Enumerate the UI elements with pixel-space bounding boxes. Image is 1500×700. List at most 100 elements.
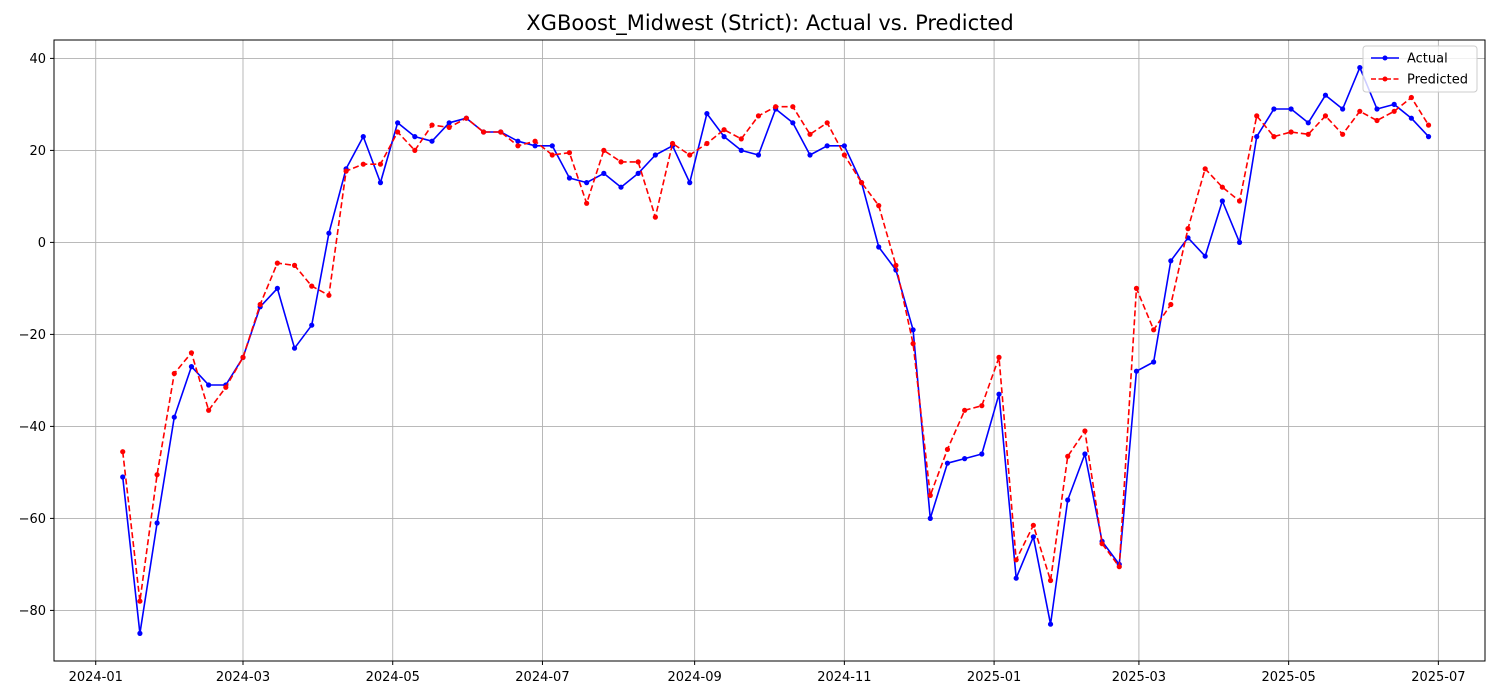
data-point-predicted: [979, 403, 985, 409]
x-tick-label: 2024-07: [515, 670, 569, 685]
data-point-predicted: [1340, 131, 1346, 137]
data-point-actual: [515, 138, 521, 144]
data-point-predicted: [1151, 327, 1157, 333]
data-point-predicted: [326, 292, 332, 298]
data-point-actual: [944, 460, 951, 466]
data-point-predicted: [876, 203, 882, 209]
legend-label-actual: Actual: [1407, 52, 1448, 67]
data-point-predicted: [1133, 285, 1140, 291]
data-point-actual: [274, 285, 280, 291]
data-point-actual: [1288, 106, 1294, 112]
data-point-predicted: [463, 115, 469, 121]
data-point-actual: [841, 143, 847, 149]
y-tick-label: −40: [19, 420, 46, 435]
data-point-predicted: [446, 124, 452, 130]
data-point-actual: [1374, 106, 1380, 112]
data-point-predicted: [1374, 117, 1380, 124]
data-point-predicted: [1408, 94, 1414, 101]
data-point-predicted: [188, 350, 195, 356]
data-point-predicted: [377, 161, 384, 167]
legend-label-predicted: Predicted: [1407, 73, 1468, 88]
data-point-predicted: [704, 140, 710, 147]
data-point-predicted: [395, 129, 401, 135]
data-point-actual: [412, 134, 418, 140]
data-point-actual: [446, 120, 452, 126]
data-point-predicted: [1168, 301, 1174, 308]
x-tick-label: 2025-05: [1261, 670, 1315, 685]
x-tick-label: 2024-09: [667, 670, 721, 685]
data-point-actual: [377, 180, 384, 186]
data-point-predicted: [120, 449, 126, 455]
data-point-predicted: [515, 143, 521, 149]
data-point-predicted: [566, 150, 573, 156]
x-tick-label: 2024-11: [817, 670, 871, 685]
data-point-actual: [1065, 497, 1071, 503]
data-point-predicted: [755, 113, 762, 119]
data-point-actual: [1340, 106, 1346, 112]
data-point-predicted: [291, 262, 298, 268]
data-point-predicted: [635, 159, 641, 165]
data-point-predicted: [1271, 134, 1277, 140]
data-point-predicted: [893, 262, 899, 268]
data-point-actual: [635, 170, 641, 176]
data-point-actual: [395, 120, 401, 126]
data-point-predicted: [1185, 226, 1191, 232]
x-tick-label: 2024-05: [366, 670, 420, 685]
data-point-predicted: [1219, 184, 1225, 190]
data-point-predicted: [1099, 541, 1105, 547]
data-point-actual: [549, 143, 555, 149]
data-point-predicted: [1065, 453, 1071, 459]
data-point-actual: [618, 184, 624, 190]
data-point-predicted: [257, 301, 263, 308]
data-point-predicted: [1116, 564, 1122, 570]
data-point-predicted: [996, 354, 1002, 360]
data-point-actual: [1322, 92, 1329, 98]
data-point-actual: [910, 327, 916, 333]
data-point-predicted: [824, 120, 830, 126]
series-line-actual: [121, 66, 1430, 635]
data-point-actual: [1013, 575, 1019, 581]
legend-entry-predicted: Predicted: [1371, 73, 1468, 88]
y-tick-label: −60: [19, 512, 46, 527]
data-point-actual: [1425, 134, 1432, 140]
data-point-actual: [1082, 451, 1088, 457]
data-point-predicted: [738, 136, 744, 142]
data-point-predicted: [927, 492, 933, 498]
data-point-actual: [326, 230, 332, 236]
data-point-predicted: [223, 384, 229, 390]
data-point-predicted: [687, 152, 693, 158]
data-point-actual: [824, 143, 830, 149]
data-point-predicted: [498, 129, 504, 135]
data-point-predicted: [944, 446, 951, 452]
x-tick-label: 2024-03: [216, 670, 270, 685]
data-point-predicted: [584, 200, 590, 206]
data-point-actual: [1133, 368, 1140, 374]
data-point-predicted: [790, 104, 796, 110]
data-point-predicted: [309, 283, 315, 289]
data-point-predicted: [429, 122, 435, 128]
data-point-predicted: [154, 472, 160, 478]
y-tick-label: 20: [29, 144, 46, 159]
data-point-predicted: [1288, 129, 1294, 135]
data-point-actual: [927, 515, 933, 522]
data-point-actual: [1030, 534, 1036, 540]
chart-title: XGBoost_Midwest (Strict): Actual vs. Pre…: [526, 11, 1013, 36]
plot-area: [120, 65, 1432, 637]
data-point-predicted: [1425, 122, 1432, 128]
data-point-predicted: [137, 598, 143, 604]
series-line-predicted: [121, 96, 1430, 603]
x-tick-label: 2025-03: [1112, 670, 1166, 685]
data-point-predicted: [549, 152, 555, 158]
data-point-predicted: [773, 104, 779, 110]
data-point-actual: [1047, 621, 1054, 627]
data-point-actual: [790, 120, 796, 126]
data-point-predicted: [807, 131, 813, 137]
data-point-actual: [206, 382, 212, 388]
data-point-actual: [1151, 359, 1157, 365]
legend-marker-predicted: [1382, 76, 1388, 82]
series-predicted: [120, 94, 1432, 604]
data-point-actual: [291, 345, 298, 351]
data-point-predicted: [1082, 428, 1088, 434]
data-point-predicted: [652, 214, 658, 220]
